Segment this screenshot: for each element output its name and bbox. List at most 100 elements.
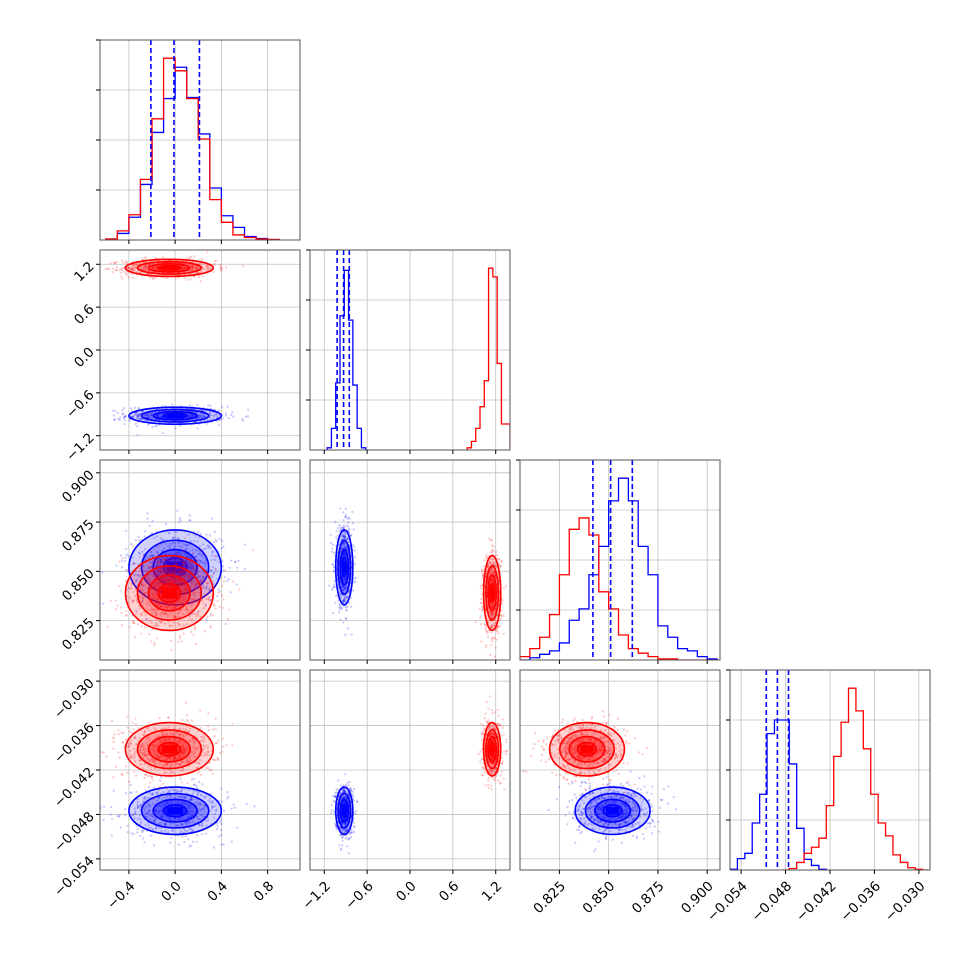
sample-point: [167, 620, 170, 623]
sample-point: [121, 565, 124, 569]
sample-point: [157, 809, 160, 812]
sample-point: [331, 547, 334, 550]
sample-point: [167, 605, 170, 608]
sample-point: [185, 746, 188, 749]
sample-point: [233, 806, 237, 809]
sample-point: [163, 579, 166, 582]
sample-point: [144, 592, 147, 595]
sample-point: [153, 582, 156, 586]
sample-point: [213, 263, 216, 266]
sample-point: [154, 609, 157, 612]
sample-point: [489, 626, 493, 630]
sample-point: [177, 615, 180, 619]
sample-point: [156, 588, 159, 591]
sample-point: [152, 583, 155, 586]
sample-point: [480, 640, 483, 643]
sample-point: [132, 813, 135, 817]
sample-point: [174, 757, 177, 760]
sample-point: [129, 587, 132, 590]
sample-point: [218, 590, 221, 593]
sample-point: [147, 269, 150, 272]
sample-point: [346, 605, 349, 608]
sample-point: [210, 802, 213, 805]
sample-point: [344, 546, 347, 549]
sample-point: [344, 589, 347, 592]
sample-point: [140, 632, 143, 635]
sample-point: [153, 585, 156, 588]
sample-point: [247, 408, 250, 411]
sample-point: [153, 585, 156, 588]
sample-point: [192, 810, 195, 814]
sample-point: [110, 599, 113, 602]
sample-point: [352, 581, 355, 584]
contour-line: [487, 574, 498, 612]
sample-point: [487, 564, 490, 568]
sample-point: [160, 415, 163, 418]
scatter-content: [104, 251, 250, 436]
sample-point: [142, 800, 145, 803]
sample-point: [125, 610, 128, 613]
sample-point: [154, 791, 158, 794]
sample-point: [163, 570, 166, 573]
sample-point: [180, 761, 183, 764]
sample-point: [166, 801, 169, 804]
sample-point: [180, 751, 183, 754]
sample-point: [172, 581, 175, 584]
sample-point: [140, 583, 143, 586]
sample-point: [164, 822, 167, 825]
sample-point: [158, 717, 161, 720]
sample-point: [500, 615, 503, 618]
sample-point: [343, 534, 346, 537]
sample-point: [207, 267, 210, 270]
sample-point: [219, 263, 222, 267]
sample-point: [143, 841, 146, 844]
sample-point: [344, 542, 347, 545]
sample-point: [225, 580, 229, 583]
sample-point: [202, 415, 205, 418]
sample-point: [494, 637, 497, 640]
sample-point: [214, 567, 217, 571]
sample-point: [160, 570, 163, 573]
sample-point: [157, 569, 161, 572]
sample-point: [489, 578, 493, 581]
sample-point: [149, 587, 152, 591]
sample-point: [130, 268, 133, 271]
sample-point: [150, 414, 153, 417]
sample-point: [132, 266, 135, 269]
sample-point: [342, 547, 345, 550]
sample-point: [178, 816, 181, 820]
sample-point: [489, 572, 492, 575]
sample-point: [153, 643, 156, 647]
sample-point: [134, 539, 137, 542]
sample-point: [188, 519, 191, 522]
sample-point: [151, 575, 155, 578]
contour-line: [162, 412, 188, 419]
sample-point: [174, 562, 178, 565]
sample-point: [183, 587, 186, 590]
sample-point: [183, 821, 187, 824]
sample-point: [140, 583, 143, 586]
hist-panel-3: [726, 669, 931, 874]
sample-point: [201, 580, 204, 583]
sample-point: [161, 605, 164, 608]
sample-point: [160, 567, 163, 570]
sample-point: [141, 553, 145, 557]
sample-point: [138, 814, 142, 817]
sample-point: [154, 589, 157, 592]
sample-point: [338, 608, 341, 611]
sample-point: [182, 594, 185, 597]
sample-point: [172, 732, 175, 735]
sample-point: [496, 625, 500, 628]
sample-point: [489, 579, 493, 582]
sample-point: [196, 267, 199, 270]
sample-point: [122, 732, 125, 735]
sample-point: [492, 636, 495, 639]
sample-point: [148, 809, 151, 812]
sample-point: [145, 594, 148, 597]
sample-point: [185, 607, 188, 610]
sample-point: [189, 804, 192, 807]
sample-point: [151, 425, 154, 429]
sample-point: [190, 809, 194, 812]
sample-point: [184, 588, 187, 591]
sample-point: [172, 789, 175, 792]
